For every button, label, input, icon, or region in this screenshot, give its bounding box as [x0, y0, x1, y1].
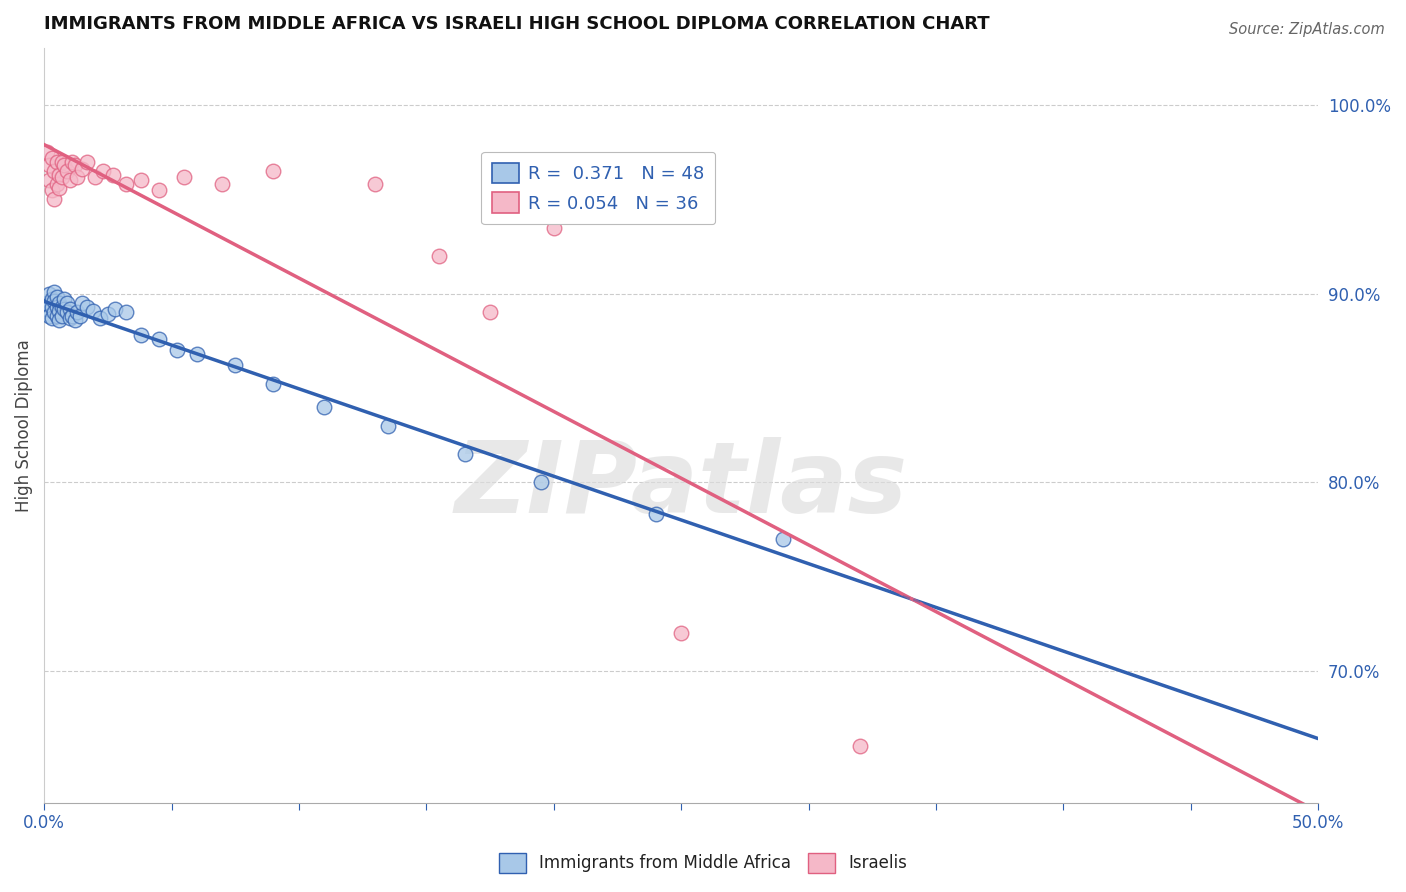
Point	[45, 309, 67, 323]
Point	[51, 300, 73, 314]
Point	[129, 173, 152, 187]
Point	[58, 173, 80, 187]
Point	[41, 292, 63, 306]
Point	[66, 169, 89, 184]
Point	[53, 292, 76, 306]
Point	[211, 177, 233, 191]
Text: Source: ZipAtlas.com: Source: ZipAtlas.com	[1229, 22, 1385, 37]
Point	[51, 169, 73, 184]
Point	[58, 301, 80, 316]
Point	[772, 532, 794, 546]
Point	[41, 151, 63, 165]
Point	[166, 343, 188, 357]
Point	[56, 305, 79, 319]
Point	[543, 220, 565, 235]
Point	[48, 181, 70, 195]
Point	[89, 311, 111, 326]
Point	[262, 377, 284, 392]
Point	[58, 311, 80, 326]
Point	[173, 169, 195, 184]
Point	[38, 286, 60, 301]
Point	[314, 400, 336, 414]
Point	[97, 307, 120, 321]
Point	[148, 183, 170, 197]
Point	[848, 739, 870, 753]
Point	[44, 305, 66, 319]
Point	[453, 447, 475, 461]
Point	[84, 169, 107, 184]
Point	[129, 328, 152, 343]
Point	[101, 168, 124, 182]
Point	[72, 296, 94, 310]
Point	[69, 309, 91, 323]
Point	[41, 311, 63, 326]
Point	[644, 507, 666, 521]
Point	[91, 164, 114, 178]
Point	[56, 164, 79, 178]
Point	[41, 300, 63, 314]
Point	[364, 177, 387, 191]
Point	[82, 303, 104, 318]
Legend: Immigrants from Middle Africa, Israelis: Immigrants from Middle Africa, Israelis	[492, 847, 914, 880]
Point	[35, 296, 58, 310]
Point	[262, 164, 284, 178]
Point	[51, 309, 73, 323]
Point	[48, 313, 70, 327]
Point	[45, 177, 67, 191]
Point	[38, 309, 60, 323]
Point	[45, 300, 67, 314]
Point	[45, 154, 67, 169]
Point	[38, 158, 60, 172]
Point	[51, 154, 73, 169]
Point	[479, 305, 502, 319]
Point	[63, 158, 86, 172]
Text: ZIPatlas: ZIPatlas	[454, 437, 908, 534]
Point	[148, 332, 170, 346]
Point	[186, 347, 208, 361]
Point	[669, 626, 692, 640]
Y-axis label: High School Diploma: High School Diploma	[15, 339, 32, 512]
Point	[44, 285, 66, 299]
Point	[35, 145, 58, 160]
Point	[114, 177, 136, 191]
Point	[60, 309, 83, 323]
Point	[48, 296, 70, 310]
Point	[38, 173, 60, 187]
Point	[66, 305, 89, 319]
Point	[72, 162, 94, 177]
Point	[44, 294, 66, 309]
Text: IMMIGRANTS FROM MIDDLE AFRICA VS ISRAELI HIGH SCHOOL DIPLOMA CORRELATION CHART: IMMIGRANTS FROM MIDDLE AFRICA VS ISRAELI…	[44, 15, 990, 33]
Point	[48, 168, 70, 182]
Point	[45, 290, 67, 304]
Point	[76, 154, 98, 169]
Legend: R =  0.371   N = 48, R = 0.054   N = 36: R = 0.371 N = 48, R = 0.054 N = 36	[481, 152, 716, 224]
Point	[114, 305, 136, 319]
Point	[48, 303, 70, 318]
Point	[427, 249, 450, 263]
Point	[44, 192, 66, 206]
Point	[377, 418, 399, 433]
Point	[63, 313, 86, 327]
Point	[53, 158, 76, 172]
Point	[224, 358, 246, 372]
Point	[60, 154, 83, 169]
Point	[53, 301, 76, 316]
Point	[56, 296, 79, 310]
Point	[104, 301, 127, 316]
Point	[41, 183, 63, 197]
Point	[76, 300, 98, 314]
Point	[44, 164, 66, 178]
Point	[38, 298, 60, 312]
Point	[530, 475, 553, 489]
Point	[35, 301, 58, 316]
